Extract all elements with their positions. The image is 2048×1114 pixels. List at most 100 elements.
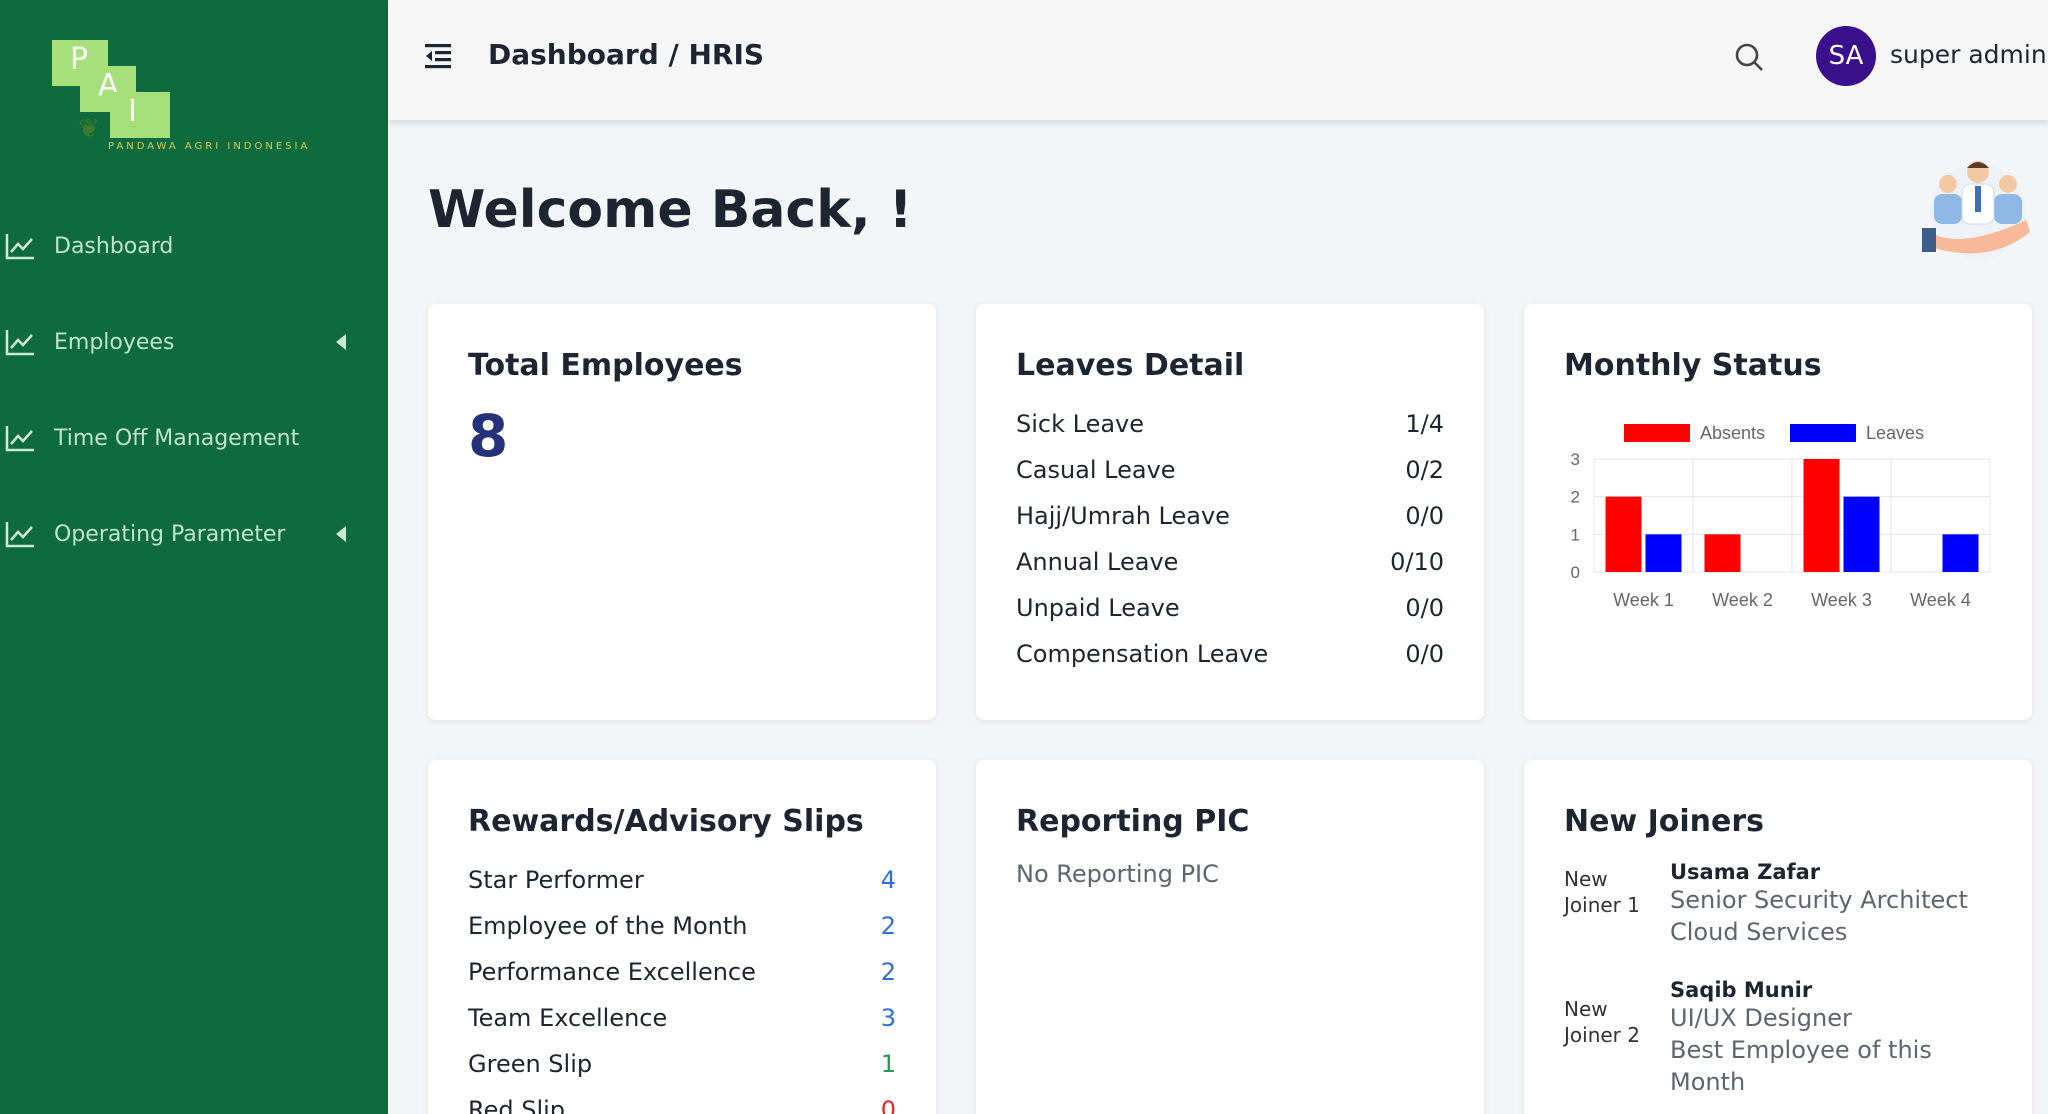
caret-left-icon [336, 334, 346, 350]
joiner-detail: Best Employee of this [1670, 1036, 1932, 1064]
menu-collapse-icon[interactable] [422, 40, 454, 72]
top-header: Dashboard / HRIS SA super admin [388, 0, 2048, 120]
reward-count[interactable]: 2 [880, 912, 896, 940]
user-avatar[interactable]: SA [1816, 26, 1876, 86]
bar-leaves [1942, 534, 1979, 572]
team-illustration-icon [1922, 161, 2030, 260]
bar-leaves [1843, 496, 1880, 572]
joiner-item[interactable]: New Joiner 1 Usama Zafar Senior Security… [1564, 860, 2004, 960]
leave-value: 0/0 [1405, 640, 1444, 668]
card-title: Rewards/Advisory Slips [468, 804, 864, 839]
bar-absents [1704, 534, 1741, 572]
sidebar-item-label: Time Off Management [54, 425, 300, 451]
sidebar-item-dashboard[interactable]: Dashboard [0, 216, 388, 276]
reward-label: Performance Excellence [468, 958, 756, 986]
card-rewards-advisory-slips: Rewards/Advisory Slips Star Performer 4 … [428, 760, 936, 1114]
legend-label: Leaves [1866, 423, 1924, 443]
reward-row: Star Performer 4 [468, 866, 896, 906]
leave-row: Unpaid Leave 0/0 [1016, 594, 1444, 634]
company-logo[interactable]: P A I ❦ PANDAWA AGRI INDONESIA [52, 40, 312, 155]
reward-label: Employee of the Month [468, 912, 748, 940]
leave-row: Compensation Leave 0/0 [1016, 640, 1444, 680]
reward-row: Employee of the Month 2 [468, 912, 896, 952]
chart-line-icon [5, 234, 34, 260]
logo-letter-i: I [110, 92, 170, 138]
leave-value: 0/10 [1390, 548, 1444, 576]
leave-value: 0/0 [1405, 502, 1444, 530]
reward-label: Red Slip [468, 1096, 566, 1114]
sidebar-item-label: Employees [54, 329, 175, 355]
search-icon[interactable] [1732, 40, 1766, 74]
reward-count[interactable]: 2 [880, 958, 896, 986]
monthly-status-chart: Absents Leaves 0 1 2 3 Week 1 Week 2 Week 3 Week … [1571, 423, 1991, 610]
joiner-name: Usama Zafar [1670, 860, 1821, 884]
leave-label: Annual Leave [1016, 548, 1179, 576]
sidebar-item-operating-parameter[interactable]: Operating Parameter [0, 504, 388, 564]
reward-row: Team Excellence 3 [468, 1004, 896, 1044]
leave-label: Compensation Leave [1016, 640, 1269, 668]
leave-label: Sick Leave [1016, 410, 1145, 438]
caret-left-icon [336, 526, 346, 542]
card-monthly-status: Monthly Status Absents Leaves 0 1 2 3 Week 1 We… [1524, 304, 2032, 720]
leave-value: 1/4 [1405, 410, 1444, 438]
leave-value: 0/2 [1405, 456, 1444, 484]
card-title: Total Employees [468, 348, 743, 383]
joiner-detail: Cloud Services [1670, 918, 1848, 946]
x-tick-label: Week 2 [1712, 590, 1773, 610]
broken-image-icon: New Joiner 2 [1564, 997, 1640, 1047]
sidebar-item-employees[interactable]: Employees [0, 312, 388, 372]
joiner-detail: Senior Security Architect [1670, 886, 1968, 914]
leave-label: Casual Leave [1016, 456, 1176, 484]
user-name[interactable]: super admin [1890, 40, 2047, 69]
sidebar-item-label: Dashboard [54, 233, 174, 259]
sidebar-item-label: Operating Parameter [54, 521, 286, 547]
logo-letter-a: A [80, 66, 136, 112]
y-tick-label: 0 [1571, 563, 1580, 582]
leave-value: 0/0 [1405, 594, 1444, 622]
bar-absents [1605, 496, 1642, 572]
card-reporting-pic: Reporting PIC No Reporting PIC [976, 760, 1484, 1114]
empty-state-text: No Reporting PIC [1016, 860, 1219, 888]
card-total-employees: Total Employees 8 [428, 304, 936, 720]
sidebar-item-time-off-management[interactable]: Time Off Management [0, 408, 388, 468]
leave-label: Hajj/Umrah Leave [1016, 502, 1230, 530]
leave-row: Hajj/Umrah Leave 0/0 [1016, 502, 1444, 542]
x-tick-label: Week 4 [1910, 590, 1971, 610]
reward-label: Green Slip [468, 1050, 593, 1078]
reward-count[interactable]: 3 [880, 1004, 896, 1032]
joiner-name: Saqib Munir [1670, 978, 1813, 1002]
x-tick-label: Week 3 [1811, 590, 1872, 610]
leave-label: Unpaid Leave [1016, 594, 1180, 622]
bar-leaves [1645, 534, 1682, 572]
x-tick-label: Week 1 [1613, 590, 1674, 610]
y-tick-label: 2 [1571, 488, 1580, 507]
bar-absents [1803, 459, 1840, 572]
card-leaves-detail: Leaves Detail Sick Leave 1/4 Casual Leav… [976, 304, 1484, 720]
reward-label: Team Excellence [468, 1004, 668, 1032]
card-title: Reporting PIC [1016, 804, 1250, 839]
total-employees-count: 8 [468, 402, 509, 470]
leave-row: Sick Leave 1/4 [1016, 410, 1444, 450]
chart-line-icon [5, 522, 34, 548]
joiner-detail: UI/UX Designer [1670, 1004, 1852, 1032]
card-title: New Joiners [1564, 804, 1765, 839]
chart-line-icon [5, 426, 34, 452]
reward-count[interactable]: 1 [880, 1050, 896, 1078]
card-title: Leaves Detail [1016, 348, 1245, 383]
y-tick-label: 3 [1571, 450, 1580, 469]
card-new-joiners: New Joiners New Joiner 1 Usama Zafar Sen… [1524, 760, 2032, 1114]
reward-row: Performance Excellence 2 [468, 958, 896, 998]
card-title: Monthly Status [1564, 348, 1822, 383]
reward-count[interactable]: 0 [880, 1096, 896, 1114]
chart-line-icon [5, 330, 34, 356]
reward-row: Green Slip 1 [468, 1050, 896, 1090]
reward-label: Star Performer [468, 866, 644, 894]
reward-count[interactable]: 4 [880, 866, 896, 894]
broken-image-icon: New Joiner 1 [1564, 867, 1640, 917]
y-tick-label: 1 [1571, 525, 1580, 544]
legend-swatch [1790, 424, 1856, 442]
logo-leaf-icon: ❦ [78, 114, 100, 144]
page-breadcrumb: Dashboard / HRIS [488, 38, 765, 71]
joiner-detail: Month [1670, 1068, 1746, 1096]
joiner-item[interactable]: New Joiner 2 Saqib Munir UI/UX Designer … [1564, 978, 2004, 1108]
